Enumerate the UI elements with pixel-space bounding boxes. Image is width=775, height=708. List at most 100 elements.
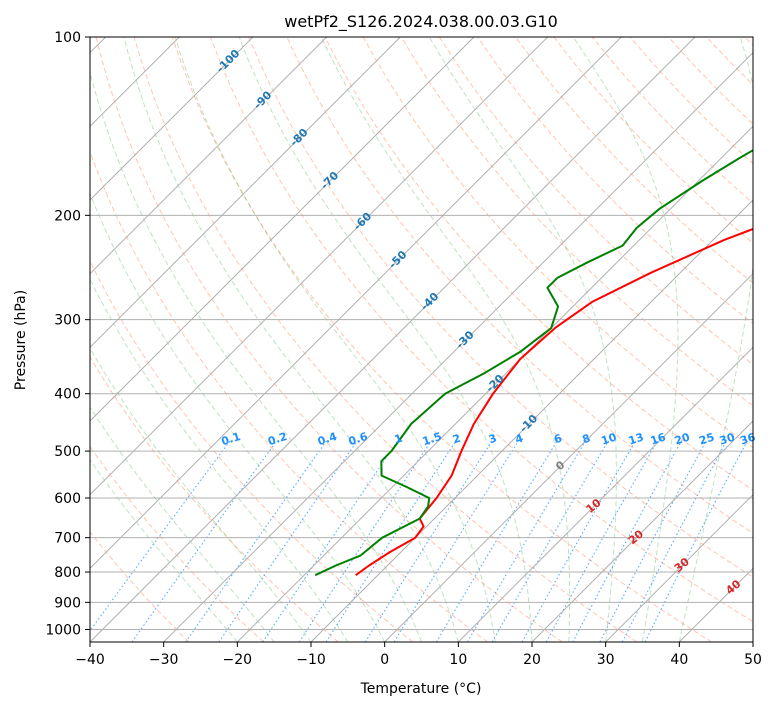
mixing-ratio-label: 1 <box>393 432 404 447</box>
plot-frame <box>89 36 754 643</box>
moist-adiabat-line <box>90 406 275 642</box>
mixing-ratio-label: 10 <box>600 430 619 447</box>
x-tick-label: 10 <box>449 652 467 668</box>
x-axis-title: Temperature (°C) <box>360 681 482 697</box>
isotherm-gridline <box>90 37 696 642</box>
moist-adiabat-line <box>123 37 459 642</box>
y-tick-label: 800 <box>54 565 81 581</box>
moist-adiabat-line <box>90 459 238 642</box>
mixing-ratio-line <box>467 440 587 642</box>
mixing-ratio-label: 25 <box>697 430 716 447</box>
mixing-ratio-line <box>185 440 328 642</box>
x-tick-label: 20 <box>523 652 541 668</box>
dry-adiabat-line <box>324 37 753 491</box>
mixing-ratio-line <box>644 440 748 642</box>
mixing-ratio-line <box>491 440 609 642</box>
y-tick-label: 100 <box>54 30 81 46</box>
isotherm-gridline <box>90 37 254 201</box>
x-tick-label: 30 <box>597 652 615 668</box>
mixing-ratio-label: 0.2 <box>266 430 289 448</box>
mixing-ratio-label: 20 <box>673 430 692 447</box>
moist-adiabat-line <box>678 37 753 642</box>
mixing-ratio-label: 16 <box>649 430 668 447</box>
moist-adiabat-line <box>572 37 679 642</box>
isotherm-gridline <box>605 493 753 642</box>
dry-adiabat-line <box>210 37 753 623</box>
x-tick-label: −40 <box>75 652 105 668</box>
dry-adiabat-line <box>90 445 264 642</box>
dry-adiabat-line <box>591 37 753 204</box>
dry-adiabat-line <box>95 37 563 642</box>
y-tick-label: 400 <box>54 387 81 403</box>
isotherm-label: -50 <box>386 248 409 271</box>
mixing-ratio-label: 1.5 <box>421 430 444 448</box>
dry-adiabat-line <box>744 37 753 47</box>
mixing-ratio-label: 3 <box>487 432 498 447</box>
dry-adiabat-line <box>248 37 753 578</box>
moist-adiabat-line <box>90 192 386 642</box>
dry-adiabat-line <box>90 356 339 642</box>
y-tick-label: 200 <box>54 208 81 224</box>
y-tick-label: 500 <box>54 444 81 460</box>
y-tick-label: 600 <box>54 491 81 507</box>
isotherm-gridline <box>531 420 753 642</box>
x-tick-label: 0 <box>380 652 389 668</box>
mixing-ratio-line <box>131 440 278 642</box>
moist-adiabat-line <box>174 37 496 642</box>
isotherm-gridline <box>457 346 753 642</box>
isotherm-gridline <box>90 37 622 570</box>
moist-adiabat-line <box>428 37 617 642</box>
mixing-ratio-line <box>90 440 231 632</box>
data-series <box>314 149 753 577</box>
x-tick-label: −10 <box>296 652 326 668</box>
mixing-ratio-line <box>218 440 358 642</box>
dry-adiabat-line <box>706 37 753 86</box>
x-tick-label: −30 <box>149 652 179 668</box>
isotherm-gridline <box>90 37 549 496</box>
mixing-ratio-label: 13 <box>627 430 646 447</box>
mixing-ratio-line <box>364 440 493 642</box>
isotherm-gridline <box>163 51 753 642</box>
x-tick-label: 40 <box>670 652 688 668</box>
mixing-ratio-label: 0.6 <box>347 430 370 448</box>
y-tick-label: 1000 <box>45 622 81 638</box>
dry-adiabat-line <box>400 37 753 407</box>
x-tick-label: 50 <box>744 652 762 668</box>
mixing-ratio-line <box>298 440 432 642</box>
profile-line <box>355 227 753 577</box>
mixing-ratio-label: 4 <box>514 432 526 447</box>
moist-adiabat-line <box>320 37 571 642</box>
mixing-ratio-label: 8 <box>581 432 592 447</box>
dry-adiabat-line <box>668 37 753 125</box>
mixing-ratio-line <box>599 440 707 642</box>
isotherm-label: -30 <box>453 328 476 351</box>
moist-adiabat-line <box>90 347 312 642</box>
mixing-ratio-line <box>262 440 399 642</box>
isotherm-gridline <box>678 567 753 642</box>
isotherm-gridline <box>90 37 328 275</box>
mixing-ratio-line <box>325 440 457 642</box>
isotherm-gridline <box>236 125 753 642</box>
y-tick-label: 900 <box>54 595 81 611</box>
y-axis-ticks: 100 200 300 400 500 600 700 800 900 1000 <box>45 30 90 638</box>
mixing-ratio-line <box>521 440 637 642</box>
mixing-ratio-label: 0.4 <box>316 430 339 448</box>
isotherm-label: -70 <box>318 169 341 192</box>
moist-adiabat-line <box>90 70 422 642</box>
x-axis-ticks: −40 −30 −20 −10 0 10 20 30 40 50 <box>75 642 762 668</box>
mixing-ratio-label: 2 <box>451 432 462 447</box>
x-tick-label: −20 <box>223 652 253 668</box>
dry-adiabat-line <box>90 150 488 642</box>
isotherm-gridline <box>90 37 401 349</box>
mixing-ratio-line <box>545 440 659 642</box>
dry-adiabat-line <box>90 531 190 642</box>
dry-adiabat-line <box>515 37 753 284</box>
mixing-ratio-label: 30 <box>718 430 737 447</box>
dry-adiabat-line <box>133 37 638 642</box>
isotherm-gridline <box>310 199 753 642</box>
moist-adiabat-line <box>90 278 349 642</box>
mixing-ratio-line <box>572 440 683 642</box>
mixing-ratio-label: 0.1 <box>220 430 243 448</box>
mixing-ratio-line <box>435 440 558 642</box>
